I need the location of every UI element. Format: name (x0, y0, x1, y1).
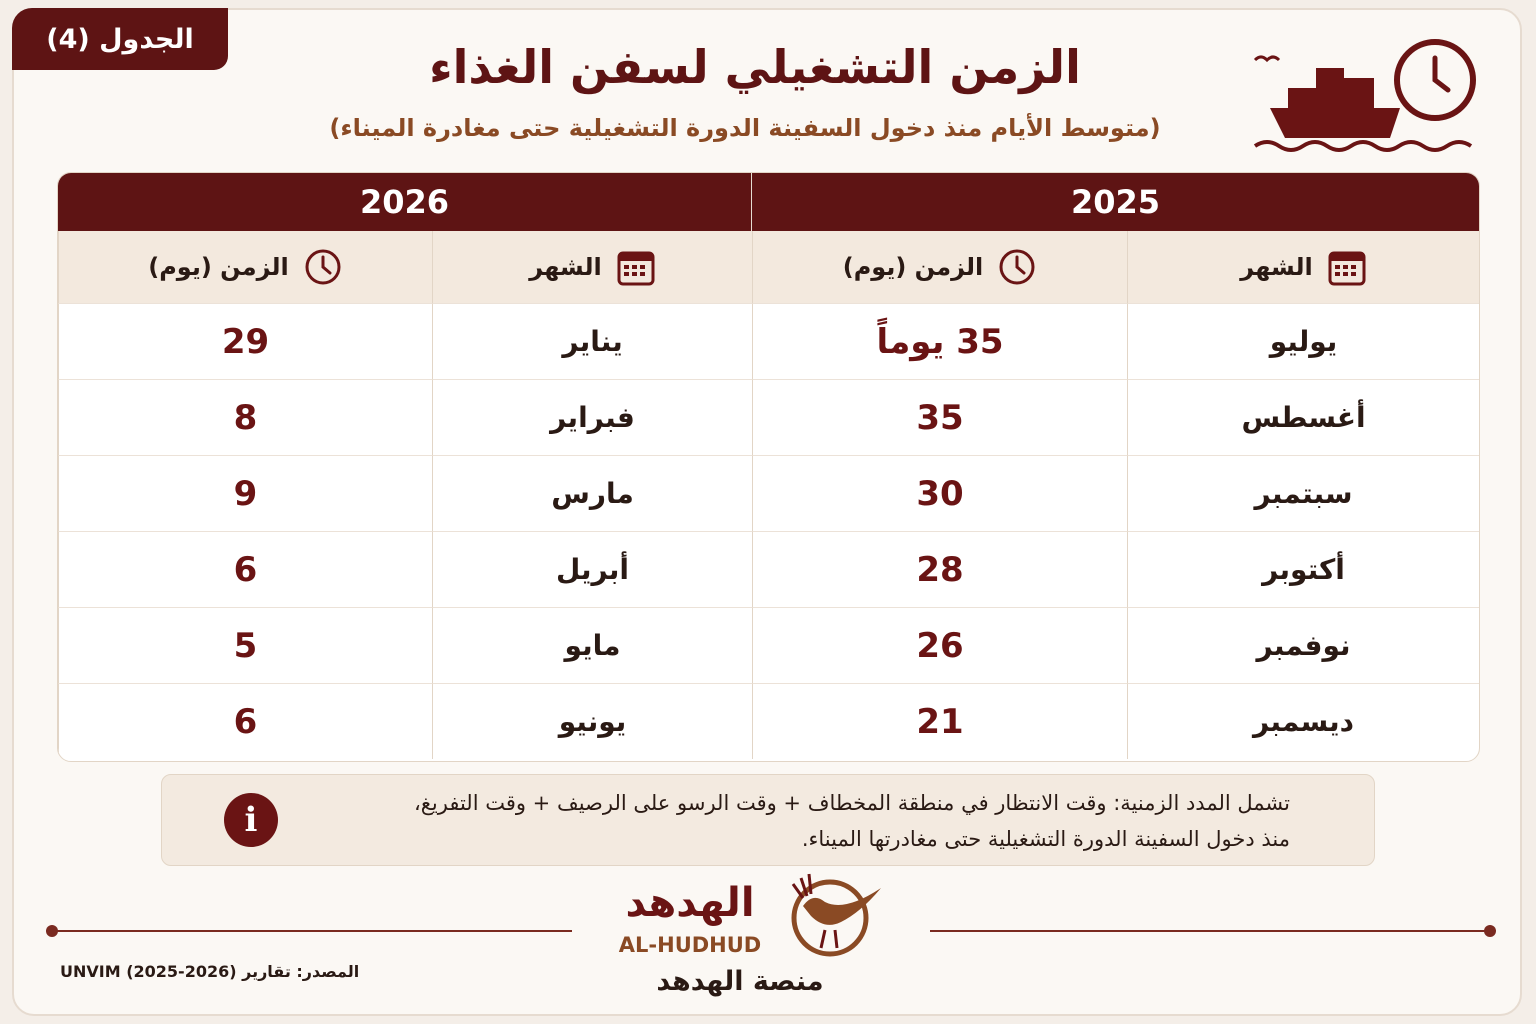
clock-icon (999, 249, 1035, 285)
month-cell: أبريل (432, 531, 752, 607)
days-cell: 9 (58, 455, 432, 531)
subtitle: (متوسط الأيام منذ دخول السفينة الدورة ال… (329, 114, 1161, 142)
days-cell: 28 (752, 531, 1127, 607)
year-header: 2025 (752, 173, 1479, 231)
column-header: الشهر (1127, 231, 1479, 303)
column-header-text: الشهر (529, 253, 602, 281)
month-cell: يونيو (432, 683, 752, 759)
month-cell: أغسطس (1127, 379, 1479, 455)
column-header: الشهر (432, 231, 752, 303)
source: المصدر: تقارير UNVIM (2025-2026) (60, 962, 360, 981)
days-cell: 6 (58, 531, 432, 607)
column-header-text: الزمن (يوم) (842, 253, 984, 281)
month-cell: يوليو (1127, 303, 1479, 379)
month-cell: فبراير (432, 379, 752, 455)
divider (930, 930, 1490, 932)
column-header-text: الزمن (يوم) (148, 253, 289, 281)
divider-dot (1484, 925, 1496, 937)
month-cell: أكتوبر (1127, 531, 1479, 607)
clock-icon (305, 249, 341, 285)
note-line: تشمل المدد الزمنية: وقت الانتظار في منطق… (413, 791, 1290, 815)
month-cell: سبتمبر (1127, 455, 1479, 531)
days-cell: 21 (752, 683, 1127, 759)
badge: الجدول (4) (12, 8, 228, 70)
days-cell: 30 (752, 455, 1127, 531)
month-cell: ديسمبر (1127, 683, 1479, 759)
note-line: منذ دخول السفينة الدورة التشغيلية حتى مغ… (801, 827, 1290, 851)
days-cell: 35 (752, 379, 1127, 455)
data-table: 2025 2026 الشهر الزمن (يوم) الشهر الزمن (يوم)… (57, 172, 1480, 762)
days-cell: 8 (58, 379, 432, 455)
info-icon: i (224, 793, 278, 847)
year-header: 2026 (58, 173, 752, 231)
days-cell: 26 (752, 607, 1127, 683)
month-cell: يناير (432, 303, 752, 379)
logo-english: AL-HUDHUD (618, 933, 762, 957)
logo-bird (791, 873, 881, 957)
divider-dot (46, 925, 58, 937)
column-header: الزمن (يوم) (58, 231, 432, 303)
days-cell: 6 (58, 683, 432, 759)
note-box: i تشمل المدد الزمنية: وقت الانتظار في من… (161, 774, 1375, 866)
month-cell: مايو (432, 607, 752, 683)
title: الزمن التشغيلي لسفن الغذاء (429, 40, 1081, 94)
days-cell: 35 يوماً (752, 303, 1127, 379)
month-cell: مارس (432, 455, 752, 531)
month-cell: نوفمبر (1127, 607, 1479, 683)
days-cell: 29 (58, 303, 432, 379)
column-header-text: الشهر (1240, 253, 1313, 281)
ship-icon (1253, 39, 1476, 152)
calendar-icon (1328, 251, 1366, 286)
logo-arabic: الهدهد (625, 880, 755, 926)
days-cell: 5 (58, 607, 432, 683)
divider (52, 930, 572, 932)
calendar-icon (617, 251, 655, 286)
platform-name: منصة الهدهد (656, 966, 824, 997)
column-header: الزمن (يوم) (752, 231, 1127, 303)
